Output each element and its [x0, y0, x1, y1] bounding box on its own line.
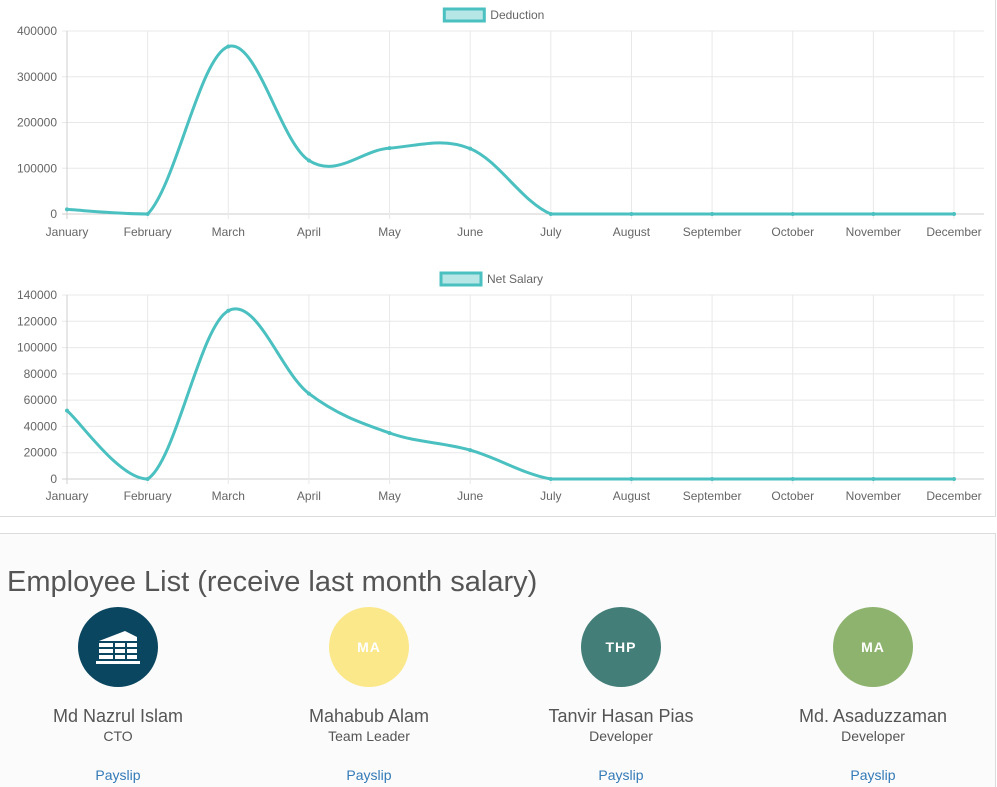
data-point	[306, 158, 311, 163]
data-point	[548, 212, 553, 216]
series-line-deduction	[66, 44, 954, 216]
avatar[interactable]	[78, 607, 158, 687]
x-tick-label: June	[457, 489, 483, 503]
y-tick-label: 20000	[24, 446, 58, 460]
employee-role: Developer	[589, 728, 653, 744]
employee-card: Md Nazrul Islam CTO Payslip	[0, 607, 244, 783]
data-point	[145, 212, 150, 216]
payslip-link[interactable]: Payslip	[346, 767, 392, 783]
y-tick-label: 200000	[17, 116, 57, 130]
employee-role: Team Leader	[328, 728, 410, 744]
employee-list-title: Employee List (receive last month salary…	[7, 566, 538, 598]
x-tick-label: May	[378, 225, 401, 239]
data-point	[387, 431, 392, 435]
data-point	[468, 448, 473, 453]
x-tick-label: February	[124, 225, 172, 239]
data-point	[629, 477, 634, 481]
data-point	[65, 207, 69, 212]
data-point	[387, 146, 392, 151]
y-tick-label: 100000	[17, 341, 57, 355]
y-tick-label: 300000	[17, 70, 57, 84]
data-point	[952, 212, 956, 216]
employee-role: CTO	[103, 728, 133, 744]
x-tick-label: September	[683, 489, 742, 503]
data-point	[629, 212, 634, 216]
x-tick-label: October	[771, 225, 814, 239]
data-point	[710, 477, 715, 481]
x-tick-label: August	[613, 225, 651, 239]
x-tick-label: March	[212, 225, 245, 239]
avatar[interactable]: MA	[833, 607, 913, 687]
y-tick-label: 120000	[17, 314, 57, 328]
avatar[interactable]: MA	[329, 607, 409, 687]
avatar[interactable]: THP	[581, 607, 661, 687]
data-point	[871, 212, 876, 216]
data-point	[306, 391, 311, 396]
payslip-link[interactable]: Payslip	[850, 767, 896, 783]
employee-card: MA Md. Asaduzzaman Developer Payslip	[747, 607, 997, 783]
data-point	[65, 408, 69, 413]
x-tick-label: August	[613, 489, 651, 503]
y-tick-label: 0	[50, 207, 57, 221]
y-tick-label: 80000	[24, 367, 58, 381]
legend-label: Net Salary	[487, 272, 543, 286]
employee-name: Md. Asaduzzaman	[798, 706, 948, 726]
employee-list-panel: Employee List (receive last month salary…	[0, 533, 996, 787]
data-point	[226, 44, 231, 49]
data-point	[548, 477, 553, 481]
x-tick-label: February	[124, 489, 172, 503]
data-point	[226, 308, 231, 313]
y-tick-label: 140000	[17, 288, 57, 302]
x-tick-label: October	[771, 489, 814, 503]
building-icon	[96, 631, 140, 664]
x-tick-label: March	[212, 489, 245, 503]
x-tick-label: December	[926, 225, 981, 239]
x-tick-label: September	[683, 225, 742, 239]
employee-card: MA Mahabub Alam Team Leader Payslip	[243, 607, 495, 783]
legend-label: Deduction	[490, 8, 544, 22]
legend-swatch	[442, 7, 486, 23]
x-tick-label: May	[378, 489, 401, 503]
data-point	[952, 477, 956, 481]
x-tick-label: April	[297, 225, 321, 239]
data-point	[710, 212, 715, 216]
x-tick-label: December	[926, 489, 981, 503]
y-tick-label: 100000	[17, 161, 57, 175]
x-tick-label: January	[46, 225, 89, 239]
x-tick-label: November	[846, 489, 901, 503]
payslip-link[interactable]: Payslip	[598, 767, 644, 783]
data-point	[468, 146, 473, 151]
employee-role: Developer	[841, 728, 905, 744]
y-tick-label: 0	[50, 472, 57, 486]
data-point	[145, 477, 150, 481]
x-tick-label: July	[540, 225, 561, 239]
employee-name: Md Nazrul Islam	[52, 706, 184, 726]
employee-name: Tanvir Hasan Pias	[548, 706, 694, 726]
y-tick-label: 40000	[24, 419, 58, 433]
y-tick-label: 400000	[17, 24, 57, 38]
payslip-link[interactable]: Payslip	[95, 767, 141, 783]
employee-name: Mahabub Alam	[308, 706, 430, 726]
data-point	[871, 477, 876, 481]
x-tick-label: June	[457, 225, 483, 239]
x-tick-label: April	[297, 489, 321, 503]
employee-card: THP Tanvir Hasan Pias Developer Payslip	[495, 607, 747, 783]
legend-swatch	[439, 271, 483, 287]
charts-panel: 400000 300000 200000 100000 0 January February…	[0, 0, 996, 517]
x-tick-label: November	[846, 225, 901, 239]
x-tick-label: July	[540, 489, 561, 503]
data-point	[790, 477, 795, 481]
data-point	[790, 212, 795, 216]
x-tick-label: January	[46, 489, 89, 503]
series-line-net-salary	[65, 307, 954, 481]
y-tick-label: 60000	[24, 393, 58, 407]
